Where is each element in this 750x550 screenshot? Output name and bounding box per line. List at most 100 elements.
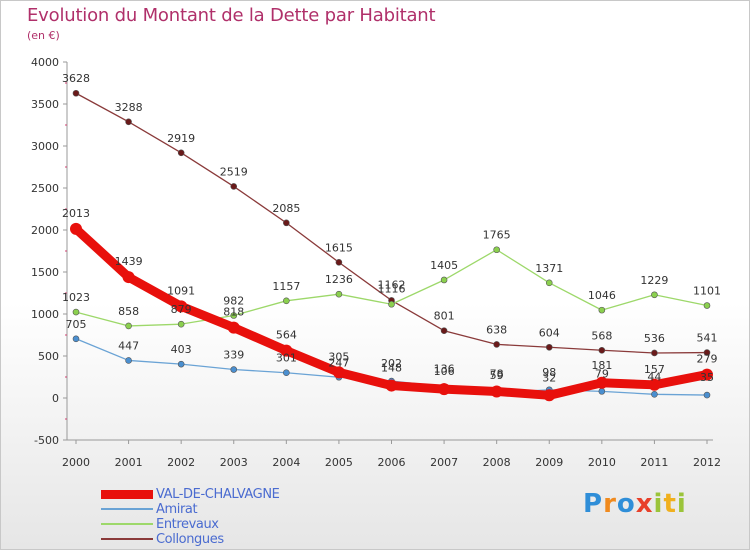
y-tick-label: 1000 bbox=[31, 308, 59, 321]
y-tick-label: 500 bbox=[38, 350, 59, 363]
data-label: 1229 bbox=[640, 274, 668, 287]
data-label: 705 bbox=[66, 318, 87, 331]
data-label: 59 bbox=[490, 369, 504, 382]
y-tick-label: 2000 bbox=[31, 224, 59, 237]
data-point bbox=[545, 343, 553, 351]
data-point bbox=[651, 391, 658, 398]
data-label: 818 bbox=[223, 306, 244, 319]
data-point bbox=[335, 259, 343, 266]
data-point bbox=[335, 290, 343, 298]
data-label: 3288 bbox=[115, 101, 143, 114]
data-label: 35 bbox=[700, 371, 714, 384]
x-tick-label: 2007 bbox=[430, 456, 458, 469]
data-label: 3628 bbox=[62, 72, 90, 85]
data-point bbox=[543, 389, 556, 402]
data-point bbox=[125, 322, 132, 330]
data-label: 568 bbox=[591, 329, 612, 342]
data-label: 1371 bbox=[535, 262, 563, 275]
logo-letter: P bbox=[583, 489, 604, 519]
data-point bbox=[70, 222, 82, 235]
legend-swatch bbox=[101, 508, 153, 510]
logo-letter: t bbox=[663, 489, 677, 519]
data-label: 157 bbox=[644, 363, 665, 376]
legend-swatch bbox=[101, 523, 153, 525]
data-point bbox=[595, 376, 608, 389]
data-label: 301 bbox=[276, 352, 297, 365]
data-label: 78 bbox=[490, 367, 504, 380]
data-point bbox=[493, 246, 500, 254]
data-label: 181 bbox=[591, 359, 612, 372]
data-point bbox=[703, 302, 711, 309]
data-label: 32 bbox=[542, 371, 556, 384]
x-tick-label: 2011 bbox=[640, 456, 668, 469]
data-label: 79 bbox=[595, 367, 609, 380]
data-point bbox=[283, 297, 290, 305]
data-label: 1615 bbox=[325, 241, 353, 254]
data-label: 2013 bbox=[62, 207, 90, 220]
data-label: 1236 bbox=[325, 273, 353, 286]
data-label: 801 bbox=[434, 310, 455, 323]
y-tick-label: 0 bbox=[52, 392, 59, 405]
data-point bbox=[440, 276, 448, 284]
data-point bbox=[648, 378, 661, 391]
data-label: 1023 bbox=[62, 291, 90, 304]
data-point bbox=[125, 118, 132, 126]
data-point bbox=[490, 385, 503, 398]
data-label: 44 bbox=[647, 370, 661, 383]
data-label: 638 bbox=[486, 323, 507, 336]
data-label: 1046 bbox=[588, 289, 616, 302]
data-point bbox=[388, 300, 395, 308]
data-label: 1091 bbox=[167, 284, 195, 297]
data-label: 1765 bbox=[483, 229, 511, 242]
data-label: 1162 bbox=[378, 278, 406, 291]
data-label: 1405 bbox=[430, 259, 458, 272]
y-tick-label: 1500 bbox=[31, 266, 59, 279]
data-point bbox=[122, 271, 135, 284]
data-label: 447 bbox=[118, 339, 139, 352]
legend-label: Entrevaux bbox=[156, 517, 219, 532]
data-point bbox=[283, 219, 290, 227]
logo-letter: r bbox=[603, 489, 617, 519]
data-point bbox=[703, 391, 711, 399]
data-label: 403 bbox=[171, 343, 192, 356]
data-label: 305 bbox=[328, 350, 349, 363]
x-tick-label: 2010 bbox=[588, 456, 616, 469]
data-label: 604 bbox=[539, 326, 560, 339]
data-label: 2085 bbox=[272, 202, 300, 215]
data-point bbox=[545, 279, 553, 287]
data-point bbox=[177, 320, 185, 328]
unit-label: (en €) bbox=[27, 29, 60, 42]
data-point bbox=[283, 369, 290, 377]
proxiti-logo: Proxiti bbox=[583, 489, 687, 519]
x-tick-label: 2005 bbox=[325, 456, 353, 469]
data-label: 564 bbox=[276, 329, 297, 342]
data-point bbox=[72, 89, 80, 97]
data-label: 136 bbox=[434, 363, 455, 376]
logo-letter: i bbox=[653, 489, 664, 519]
legend-label: Amirat bbox=[156, 502, 198, 517]
data-label: 1116 bbox=[378, 282, 406, 295]
data-label: 536 bbox=[644, 332, 665, 345]
data-label: 98 bbox=[542, 366, 556, 379]
x-tick-label: 2003 bbox=[220, 456, 248, 469]
data-point bbox=[177, 360, 185, 368]
data-label: 148 bbox=[381, 362, 402, 375]
data-point bbox=[280, 344, 293, 357]
data-point bbox=[651, 349, 658, 357]
x-tick-label: 2004 bbox=[272, 456, 300, 469]
data-label: 2519 bbox=[220, 165, 248, 178]
x-tick-label: 2009 bbox=[535, 456, 563, 469]
x-tick-label: 2006 bbox=[378, 456, 406, 469]
data-point bbox=[385, 379, 398, 392]
data-label: 106 bbox=[434, 365, 455, 378]
data-label: 858 bbox=[118, 305, 139, 318]
logo-letter: o bbox=[616, 489, 636, 519]
data-point bbox=[598, 346, 606, 354]
data-point bbox=[72, 308, 80, 316]
data-label: 202 bbox=[381, 357, 402, 370]
data-label: 279 bbox=[697, 353, 718, 366]
data-label: 1157 bbox=[272, 280, 300, 293]
data-point bbox=[177, 149, 185, 157]
